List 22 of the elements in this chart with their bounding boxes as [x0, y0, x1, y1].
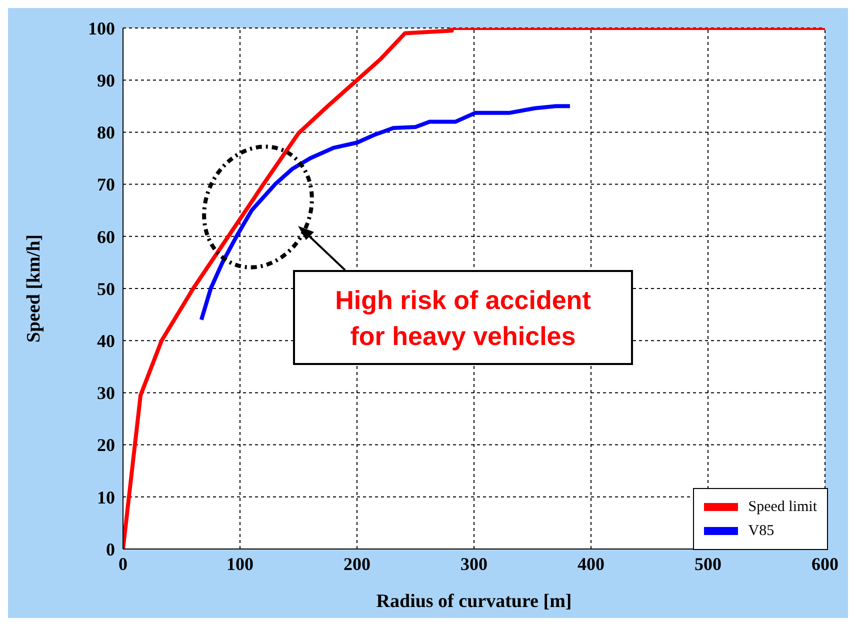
y-tick-label: 30 [97, 383, 115, 404]
x-tick-label: 400 [578, 554, 604, 574]
x-tick-label: 200 [344, 554, 370, 574]
y-tick-label: 90 [97, 70, 115, 90]
y-tick-label: 50 [97, 278, 115, 299]
y-tick-label: 20 [97, 435, 115, 456]
y-tick-label: 10 [97, 487, 115, 508]
y-tick-label: 80 [97, 122, 115, 143]
y-axis-title: Speed [km/h] [24, 234, 45, 343]
x-tick-label: 300 [460, 554, 488, 574]
x-tick-label: 600 [812, 554, 838, 574]
x-axis-title: Radius of curvature [m] [376, 591, 572, 612]
legend-label: Speed limit [748, 498, 817, 516]
y-tick-label: 60 [97, 226, 115, 247]
y-tick-label: 0 [106, 539, 115, 560]
y-tick-label: 100 [88, 18, 115, 38]
y-tick-label: 70 [97, 174, 115, 195]
x-tick-label: 500 [694, 554, 722, 574]
legend-label: V85 [748, 522, 774, 540]
y-tick-label: 40 [97, 330, 115, 351]
x-tick-label: 100 [226, 554, 254, 574]
x-tick-label: 0 [118, 554, 128, 574]
